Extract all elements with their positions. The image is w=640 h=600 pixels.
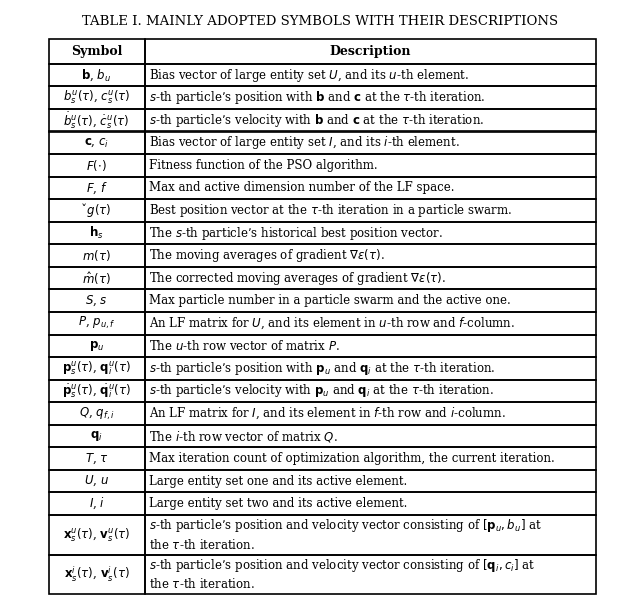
Text: Large entity set one and its active element.: Large entity set one and its active elem… bbox=[149, 475, 408, 488]
Bar bbox=[49, 176, 145, 199]
Bar bbox=[49, 380, 145, 402]
Bar bbox=[145, 86, 596, 109]
Bar bbox=[145, 470, 596, 493]
Text: $Q$, $q_{f,i}$: $Q$, $q_{f,i}$ bbox=[79, 406, 115, 422]
Text: $m(\tau)$: $m(\tau)$ bbox=[82, 248, 111, 263]
Bar bbox=[49, 154, 145, 176]
Bar bbox=[145, 289, 596, 312]
Text: $\mathbf{p}^u_s(\tau)$, $\mathbf{q}^u_i(\tau)$: $\mathbf{p}^u_s(\tau)$, $\mathbf{q}^u_i(… bbox=[62, 359, 131, 377]
Bar bbox=[145, 244, 596, 267]
Text: $s$-th particle’s position and velocity vector consisting of $[\mathbf{q}_i, c_i: $s$-th particle’s position and velocity … bbox=[149, 557, 536, 574]
Bar bbox=[49, 402, 145, 425]
Text: An LF matrix for $U$, and its element in $u$-th row and $f$-column.: An LF matrix for $U$, and its element in… bbox=[149, 316, 515, 331]
Bar bbox=[145, 448, 596, 470]
Text: $s$-th particle’s position with $\mathbf{b}$ and $\mathbf{c}$ at the $\tau$-th i: $s$-th particle’s position with $\mathbf… bbox=[149, 89, 486, 106]
Bar bbox=[145, 515, 596, 554]
Text: $s$-th particle’s velocity with $\mathbf{p}_u$ and $\mathbf{q}_i$ at the $\tau$-: $s$-th particle’s velocity with $\mathbf… bbox=[149, 382, 495, 400]
Text: $s$-th particle’s position with $\mathbf{p}_u$ and $\mathbf{q}_i$ at the $\tau$-: $s$-th particle’s position with $\mathbf… bbox=[149, 360, 496, 377]
Bar bbox=[49, 312, 145, 335]
Bar bbox=[145, 357, 596, 380]
Bar bbox=[49, 493, 145, 515]
Text: The moving averages of gradient $\nabla\varepsilon(\tau)$.: The moving averages of gradient $\nabla\… bbox=[149, 247, 385, 264]
Bar bbox=[145, 425, 596, 448]
Bar bbox=[49, 109, 145, 131]
Bar bbox=[49, 39, 145, 64]
Bar bbox=[145, 222, 596, 244]
Bar bbox=[49, 425, 145, 448]
Bar bbox=[49, 267, 145, 289]
Text: Max and active dimension number of the LF space.: Max and active dimension number of the L… bbox=[149, 181, 455, 194]
Text: The $i$-th row vector of matrix $Q$.: The $i$-th row vector of matrix $Q$. bbox=[149, 428, 338, 443]
Text: $s$-th particle’s position and velocity vector consisting of $[\mathbf{p}_u, b_u: $s$-th particle’s position and velocity … bbox=[149, 517, 542, 535]
Text: the $\tau$-th iteration.: the $\tau$-th iteration. bbox=[149, 577, 255, 591]
Text: The $s$-th particle’s historical best position vector.: The $s$-th particle’s historical best po… bbox=[149, 224, 443, 242]
Bar bbox=[145, 176, 596, 199]
Bar bbox=[49, 470, 145, 493]
Text: Description: Description bbox=[330, 45, 411, 58]
Bar bbox=[145, 64, 596, 86]
Text: $F(\cdot)$: $F(\cdot)$ bbox=[86, 158, 107, 173]
Text: Symbol: Symbol bbox=[71, 45, 122, 58]
Text: The corrected moving averages of gradient $\nabla\varepsilon(\tau)$.: The corrected moving averages of gradien… bbox=[149, 269, 446, 287]
Text: $\mathbf{p}_u$: $\mathbf{p}_u$ bbox=[89, 339, 104, 353]
Text: $\mathbf{h}_s$: $\mathbf{h}_s$ bbox=[90, 225, 104, 241]
Bar bbox=[145, 199, 596, 222]
Text: The $u$-th row vector of matrix $P$.: The $u$-th row vector of matrix $P$. bbox=[149, 339, 340, 353]
Bar bbox=[145, 267, 596, 289]
Text: the $\tau$-th iteration.: the $\tau$-th iteration. bbox=[149, 538, 255, 551]
Text: Max iteration count of optimization algorithm, the current iteration.: Max iteration count of optimization algo… bbox=[149, 452, 555, 465]
Text: Bias vector of large entity set $U$, and its $u$-th element.: Bias vector of large entity set $U$, and… bbox=[149, 67, 469, 83]
Text: TABLE I. MAINLY ADOPTED SYMBOLS WITH THEIR DESCRIPTIONS: TABLE I. MAINLY ADOPTED SYMBOLS WITH THE… bbox=[82, 15, 558, 28]
Text: $\mathbf{q}_i$: $\mathbf{q}_i$ bbox=[90, 429, 103, 443]
Bar bbox=[145, 380, 596, 402]
Text: $\mathbf{x}^i_s(\tau)$, $\mathbf{v}^i_s(\tau)$: $\mathbf{x}^i_s(\tau)$, $\mathbf{v}^i_s(… bbox=[64, 565, 129, 584]
Bar bbox=[145, 335, 596, 357]
Text: $\hat{m}(\tau)$: $\hat{m}(\tau)$ bbox=[82, 269, 111, 287]
Text: $I$, $i$: $I$, $i$ bbox=[88, 496, 105, 511]
Bar bbox=[145, 109, 596, 131]
Bar bbox=[49, 222, 145, 244]
Text: $b^u_s(\tau)$, $c^u_s(\tau)$: $b^u_s(\tau)$, $c^u_s(\tau)$ bbox=[63, 89, 131, 106]
Text: Max particle number in a particle swarm and the active one.: Max particle number in a particle swarm … bbox=[149, 294, 511, 307]
Text: $F$, $f$: $F$, $f$ bbox=[86, 180, 108, 196]
Bar bbox=[145, 39, 596, 64]
Bar bbox=[49, 357, 145, 380]
Bar bbox=[49, 64, 145, 86]
Text: $\mathbf{x}^u_s(\tau)$, $\mathbf{v}^u_s(\tau)$: $\mathbf{x}^u_s(\tau)$, $\mathbf{v}^u_s(… bbox=[63, 526, 131, 544]
Text: Bias vector of large entity set $I$, and its $i$-th element.: Bias vector of large entity set $I$, and… bbox=[149, 134, 460, 151]
Bar bbox=[49, 515, 145, 554]
Text: $\dot{b}^u_s(\tau)$, $\dot{c}^u_s(\tau)$: $\dot{b}^u_s(\tau)$, $\dot{c}^u_s(\tau)$ bbox=[63, 110, 130, 131]
Bar bbox=[145, 554, 596, 594]
Bar bbox=[49, 86, 145, 109]
Bar bbox=[145, 154, 596, 176]
Text: $\mathbf{b}$, $b_u$: $\mathbf{b}$, $b_u$ bbox=[81, 67, 112, 83]
Text: Fitness function of the PSO algorithm.: Fitness function of the PSO algorithm. bbox=[149, 159, 378, 172]
Text: $P$, $p_{u,f}$: $P$, $p_{u,f}$ bbox=[78, 315, 115, 331]
Bar bbox=[49, 199, 145, 222]
Bar bbox=[49, 244, 145, 267]
Bar bbox=[49, 131, 145, 154]
Bar bbox=[49, 289, 145, 312]
Text: $\mathbf{c}$, $c_i$: $\mathbf{c}$, $c_i$ bbox=[84, 136, 109, 149]
Text: $\dot{\mathbf{p}}^u_s(\tau)$, $\dot{\mathbf{q}}^u_i(\tau)$: $\dot{\mathbf{p}}^u_s(\tau)$, $\dot{\mat… bbox=[62, 382, 131, 400]
Text: $\check{g}(\tau)$: $\check{g}(\tau)$ bbox=[82, 202, 111, 220]
Bar bbox=[145, 402, 596, 425]
Text: $S$, $s$: $S$, $s$ bbox=[85, 293, 108, 308]
Text: $s$-th particle’s velocity with $\mathbf{b}$ and $\mathbf{c}$ at the $\tau$-th i: $s$-th particle’s velocity with $\mathbf… bbox=[149, 112, 484, 129]
Text: $U$, $u$: $U$, $u$ bbox=[84, 474, 109, 488]
Bar bbox=[145, 493, 596, 515]
Bar bbox=[145, 131, 596, 154]
Bar bbox=[49, 448, 145, 470]
Text: An LF matrix for $I$, and its element in $f$-th row and $i$-column.: An LF matrix for $I$, and its element in… bbox=[149, 406, 506, 421]
Bar bbox=[49, 335, 145, 357]
Text: Best position vector at the $\tau$-th iteration in a particle swarm.: Best position vector at the $\tau$-th it… bbox=[149, 202, 513, 219]
Text: $T$, $\tau$: $T$, $\tau$ bbox=[84, 451, 109, 466]
Bar bbox=[49, 554, 145, 594]
Bar bbox=[145, 312, 596, 335]
Text: Large entity set two and its active element.: Large entity set two and its active elem… bbox=[149, 497, 408, 510]
